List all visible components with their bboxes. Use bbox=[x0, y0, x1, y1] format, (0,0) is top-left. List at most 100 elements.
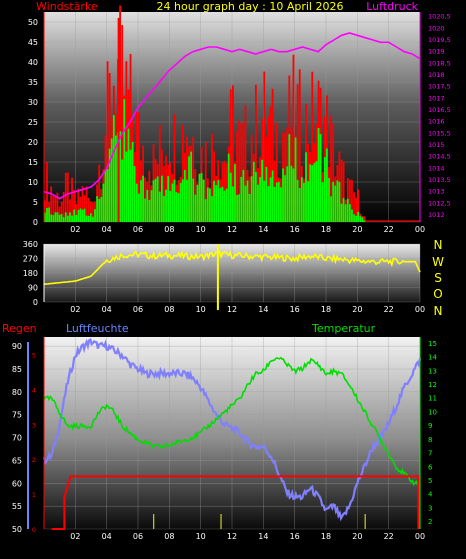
wind-max-bar bbox=[106, 61, 109, 223]
wind-avg-bar bbox=[56, 212, 59, 222]
pressure-y-tick-label: 1020 bbox=[428, 24, 445, 32]
rain-y-tick-label: 4 bbox=[32, 386, 36, 394]
direction-y-tick-label: 0 bbox=[33, 298, 38, 307]
wind-x-tick-label: 02 bbox=[70, 225, 80, 234]
wind-avg-bar bbox=[334, 185, 337, 222]
wind-avg-bar bbox=[221, 186, 224, 222]
wind-max-bar bbox=[44, 200, 46, 222]
wind-avg-bar bbox=[104, 169, 107, 222]
wind-max-bar bbox=[340, 159, 343, 222]
wind-avg-bar bbox=[313, 162, 316, 222]
wind-max-bar bbox=[60, 201, 63, 222]
wind-max-bar bbox=[89, 201, 92, 222]
wind-avg-bar bbox=[309, 164, 312, 222]
wind-avg-bar bbox=[96, 196, 99, 222]
wind-avg-bar bbox=[160, 175, 163, 222]
wind-x-tick-label: 00 bbox=[415, 225, 425, 234]
wind-avg-bar bbox=[121, 159, 124, 222]
humidity-y-tick-label: 70 bbox=[12, 434, 22, 443]
wind-max-bar bbox=[351, 180, 353, 222]
wind-avg-bar bbox=[269, 177, 272, 222]
wind-avg-bar bbox=[44, 212, 46, 222]
wind-avg-bar bbox=[165, 189, 167, 222]
wind-max-bar bbox=[135, 111, 138, 222]
wind-x-tick-label: 14 bbox=[258, 225, 268, 234]
wind-avg-bar bbox=[46, 207, 48, 222]
wind-avg-bar bbox=[64, 212, 67, 222]
humidity-x-tick-label: 08 bbox=[164, 532, 174, 541]
wind-max-bar bbox=[229, 89, 232, 222]
rain-line bbox=[51, 475, 420, 530]
pressure-y-tick-label: 1013 bbox=[428, 188, 445, 196]
wind-max-bar bbox=[148, 170, 151, 222]
pressure-y-tick-label: 1014 bbox=[428, 164, 445, 172]
wind-y-tick-label: 25 bbox=[28, 118, 38, 127]
wind-x-tick-label: 18 bbox=[321, 225, 331, 234]
wind-avg-bar bbox=[133, 166, 136, 222]
humidity-x-tick-label: 18 bbox=[321, 532, 331, 541]
humidity-x-tick-label: 00 bbox=[415, 532, 425, 541]
wind-y-tick-label: 20 bbox=[28, 138, 38, 147]
wind-avg-bar bbox=[171, 183, 174, 222]
wind-avg-bar bbox=[92, 216, 94, 222]
humidity-x-tick-label: 02 bbox=[70, 532, 80, 541]
wind-avg-bar bbox=[123, 99, 126, 222]
wind-avg-bar bbox=[135, 183, 138, 222]
wind-max-bar bbox=[186, 136, 188, 222]
wind-max-bar bbox=[121, 25, 124, 222]
wind-x-tick-label: 10 bbox=[196, 225, 206, 234]
wind-max-bar bbox=[64, 172, 67, 222]
wind-max-bar bbox=[129, 54, 132, 223]
wind-max-bar bbox=[267, 116, 270, 222]
wind-avg-bar bbox=[275, 182, 278, 222]
wind-avg-bar bbox=[140, 180, 142, 222]
wind-max-bar bbox=[296, 84, 299, 222]
wind-avg-bar bbox=[81, 209, 84, 222]
wind-avg-bar bbox=[242, 169, 245, 222]
wind-avg-bar bbox=[50, 214, 53, 222]
wind-y-tick-label: 10 bbox=[28, 178, 38, 187]
wind-avg-bar bbox=[98, 199, 101, 222]
pressure-y-tick-label: 1016 bbox=[428, 118, 445, 126]
wind-avg-bar bbox=[257, 184, 259, 222]
wind-avg-bar bbox=[328, 178, 330, 222]
direction-x-tick-label: 04 bbox=[102, 305, 112, 314]
wind-max-bar bbox=[56, 192, 59, 222]
wind-avg-bar bbox=[261, 159, 264, 222]
wind-avg-bar bbox=[54, 212, 57, 222]
wind-max-bar bbox=[87, 197, 90, 222]
pressure-y-tick-label: 1015,5 bbox=[428, 129, 451, 137]
wind-y-tick-label: 50 bbox=[28, 18, 38, 27]
direction-y-tick-label: 270 bbox=[23, 255, 38, 264]
wind-avg-bar bbox=[206, 187, 209, 222]
wind-avg-bar bbox=[265, 166, 268, 222]
wind-avg-bar bbox=[305, 152, 307, 222]
wind-avg-bar bbox=[169, 190, 172, 222]
wind-avg-bar bbox=[102, 183, 105, 222]
header-title: 24 hour graph day : 10 April 2026 bbox=[157, 0, 344, 13]
direction-y-tick-label: 360 bbox=[23, 240, 38, 249]
wind-avg-bar bbox=[340, 203, 343, 222]
wind-max-bar bbox=[355, 197, 358, 222]
rain-label: Regen bbox=[2, 322, 37, 335]
wind-avg-bar bbox=[294, 137, 297, 222]
temperature-label: Temperatur bbox=[311, 322, 376, 335]
humidity-y-tick-label: 80 bbox=[12, 388, 22, 397]
wind-avg-bar bbox=[321, 182, 324, 222]
wind-max-bar bbox=[85, 186, 88, 222]
wind-max-bar bbox=[158, 124, 161, 222]
temperature-y-tick-label: 9 bbox=[428, 422, 432, 430]
humidity-x-tick-label: 20 bbox=[352, 532, 362, 541]
direction-chart-marks bbox=[43, 244, 421, 310]
direction-label-o: O bbox=[433, 287, 442, 301]
wind-avg-bar bbox=[192, 178, 195, 222]
wind-max-bar bbox=[163, 165, 165, 222]
wind-avg-bar bbox=[336, 180, 339, 222]
wind-avg-bar bbox=[232, 186, 234, 222]
wind-avg-bar bbox=[234, 164, 236, 222]
wind-avg-bar bbox=[250, 176, 253, 222]
wind-avg-bar bbox=[303, 182, 305, 222]
wind-max-bar bbox=[62, 191, 65, 222]
wind-avg-bar bbox=[254, 171, 257, 222]
